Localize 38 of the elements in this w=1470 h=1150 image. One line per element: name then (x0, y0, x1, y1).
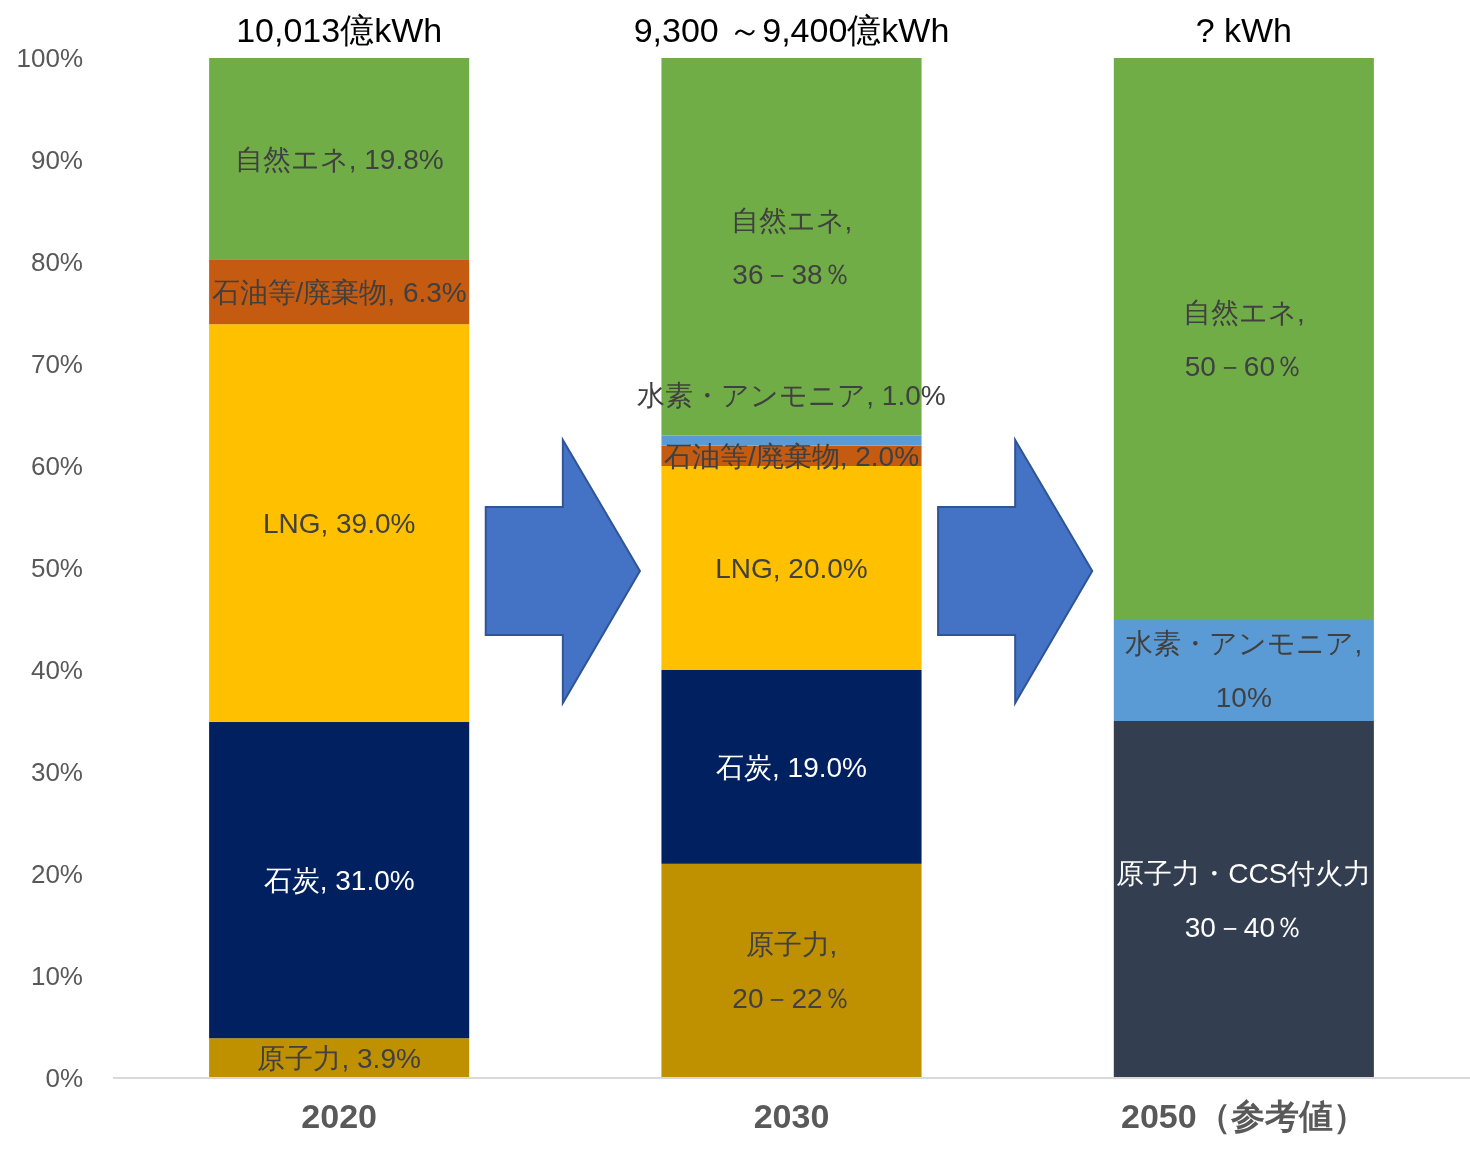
data-label: 原子力・CCS付火力 30－40％ (1116, 857, 1372, 943)
y-tick-label: 10% (30, 961, 83, 991)
bar (209, 722, 470, 1039)
annotation: ? kWh (1195, 11, 1293, 49)
data-label: 自然エネ, 36－38％ (730, 204, 853, 290)
y-tick-label: 50% (30, 553, 83, 583)
y-tick-label: 30% (30, 757, 83, 787)
y-tick-label: 70% (30, 349, 83, 379)
data-label: 原子力, 20－22％ (732, 928, 851, 1014)
annotation: 9,300 ～9,400億kWh (633, 11, 950, 49)
annotation: 10,013億kWh (236, 11, 443, 49)
x-tick-label: 2020 (301, 1097, 377, 1135)
data-label: 石油等/廃棄物, 2.0% (663, 440, 920, 472)
bar (1113, 58, 1374, 619)
bar (209, 58, 470, 260)
y-tick-label: 90% (30, 145, 83, 175)
y-tick-label: 0% (45, 1063, 83, 1093)
data-label: 自然エネ, 19.8% (234, 143, 444, 175)
y-tick-label: 40% (30, 655, 83, 685)
y-tick-label: 20% (30, 859, 83, 889)
y-tick-label: 60% (30, 451, 83, 481)
bar (1113, 619, 1374, 721)
data-label: LNG, 20.0% (715, 553, 868, 584)
data-label: 水素・アンモニア, 10% (1125, 628, 1363, 713)
data-label: 原子力, 3.9% (257, 1043, 421, 1075)
data-label: 石炭, 19.0% (716, 751, 867, 783)
bar (661, 863, 922, 1078)
data-label: 石炭, 31.0% (263, 865, 415, 897)
data-label: 石油等/廃棄物, 6.3% (211, 277, 467, 309)
x-tick-label: 2030 (753, 1097, 830, 1135)
data-label: 自然エネ, 50－60％ (1182, 296, 1305, 382)
y-tick-label: 100% (16, 43, 83, 73)
bar (209, 324, 470, 723)
data-label: LNG, 39.0% (262, 508, 416, 540)
bar (1113, 721, 1374, 1078)
bar (661, 670, 922, 864)
x-tick-label: 2050（参考値） (1121, 1097, 1367, 1135)
y-tick-label: 80% (30, 247, 83, 277)
